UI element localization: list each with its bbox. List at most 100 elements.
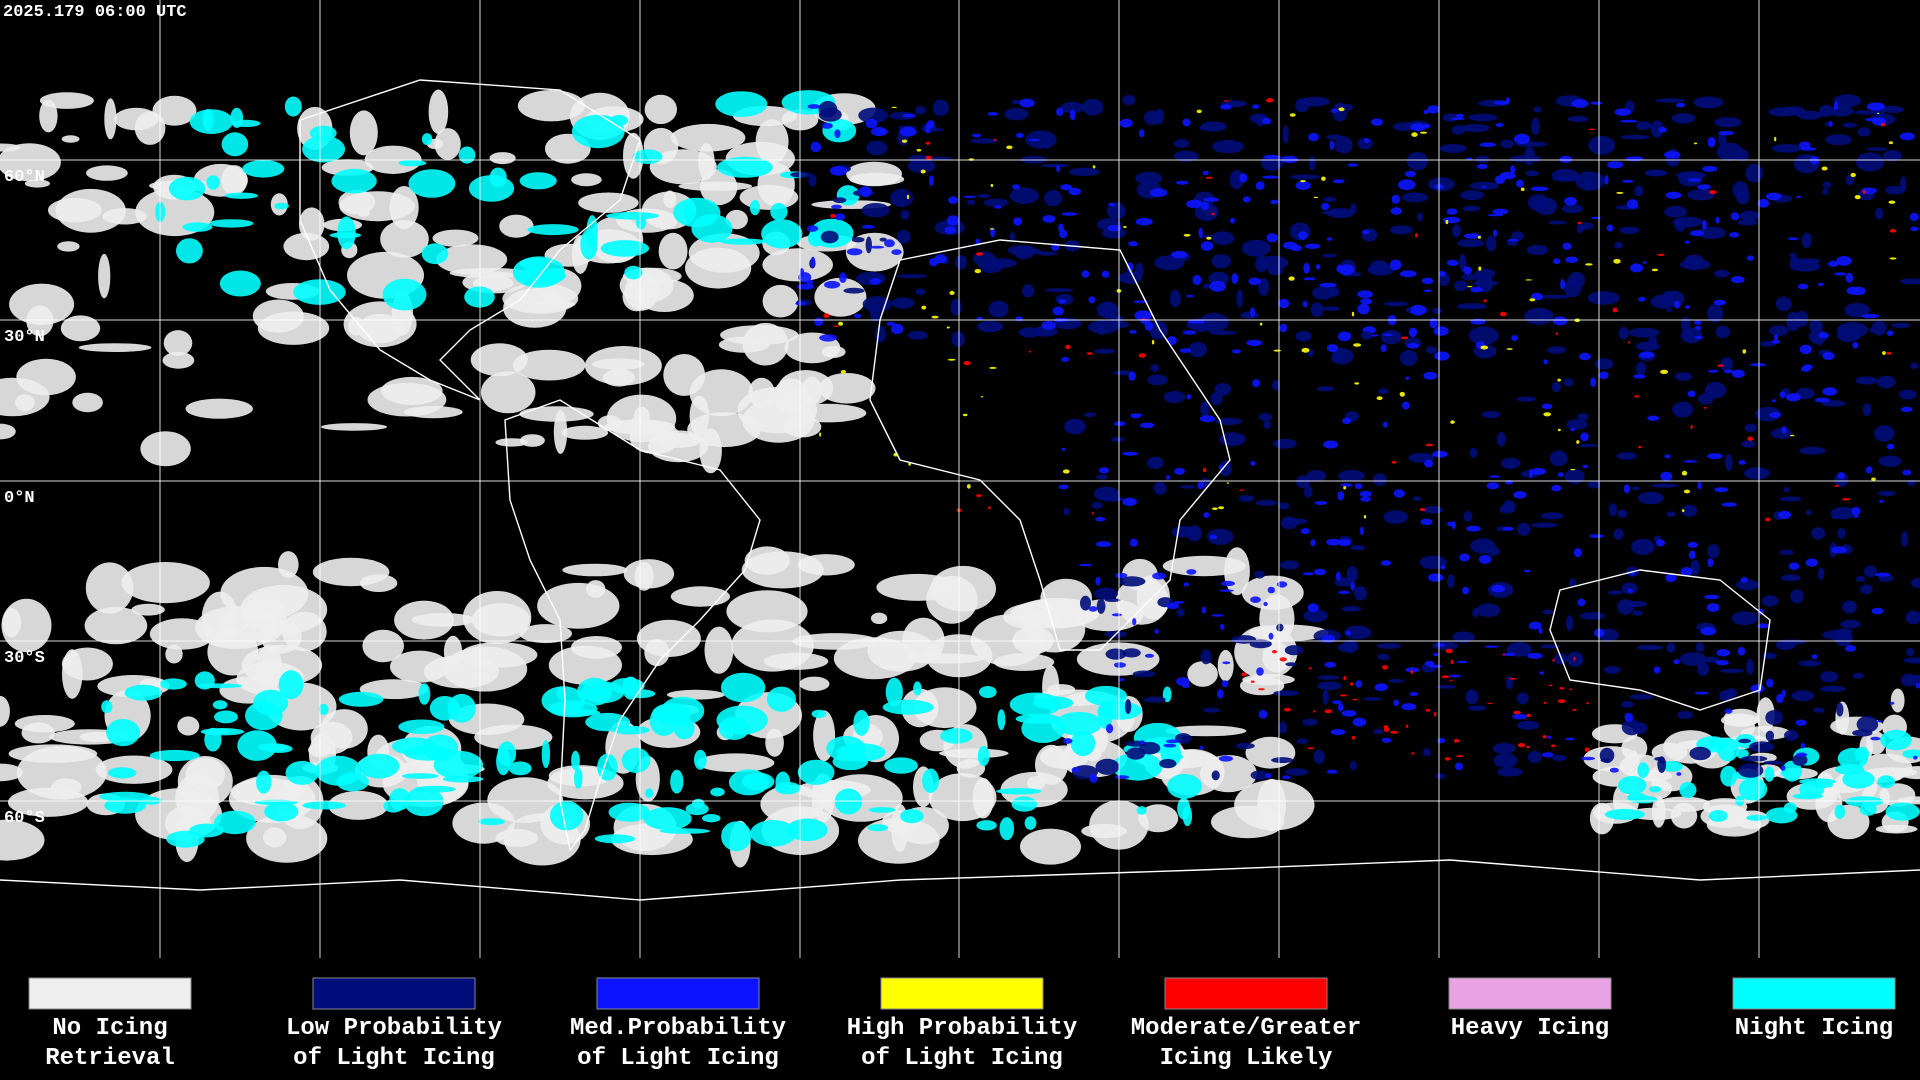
cloud-patch — [1723, 369, 1734, 374]
cloud-patch — [868, 807, 896, 813]
timestamp: 2025.179 06:00 UTC — [3, 3, 187, 22]
cloud-patch — [1332, 102, 1348, 122]
cloud-patch — [1689, 746, 1711, 761]
cloud-patch — [1166, 475, 1170, 480]
cloud-patch — [1303, 609, 1328, 623]
cloud-patch — [85, 562, 134, 614]
cloud-patch — [1363, 515, 1367, 519]
cloud-patch — [955, 255, 967, 270]
cloud-patch — [1115, 577, 1169, 625]
cloud-patch — [1069, 109, 1076, 121]
cloud-patch — [1856, 716, 1879, 733]
cloud-patch — [1600, 758, 1611, 763]
cloud-patch — [1307, 747, 1315, 750]
cloud-patch — [149, 749, 200, 762]
cloud-patch — [1837, 528, 1846, 539]
cloud-patch — [891, 249, 902, 256]
cloud-patch — [1741, 755, 1768, 762]
cloud-patch — [1614, 108, 1632, 116]
cloud-patch — [922, 768, 940, 793]
cloud-patch — [131, 603, 165, 616]
cloud-patch — [1853, 515, 1859, 518]
cloud-patch — [1322, 306, 1341, 311]
cloud-patch — [1697, 226, 1726, 239]
cloud-patch — [1313, 196, 1319, 199]
cloud-patch — [1317, 675, 1340, 680]
cloud-patch — [1494, 175, 1506, 184]
cloud-patch — [1360, 496, 1371, 502]
cloud-patch — [1313, 710, 1316, 713]
cloud-patch — [1028, 138, 1040, 142]
cloud-patch — [1373, 729, 1385, 734]
cloud-patch — [1246, 339, 1263, 347]
cloud-patch — [1376, 396, 1383, 401]
cloud-patch — [1451, 125, 1466, 135]
cloud-patch — [1569, 688, 1573, 690]
cloud-patch — [1344, 625, 1372, 640]
cloud-patch — [811, 709, 827, 719]
cloud-patch — [1560, 278, 1565, 290]
cloud-patch — [1341, 710, 1357, 717]
cloud-patch — [1900, 406, 1913, 412]
cloud-patch — [298, 207, 325, 241]
cloud-patch — [1276, 581, 1288, 588]
cloud-patch — [1278, 721, 1288, 734]
cloud-patch — [1352, 698, 1358, 701]
cloud-patch — [834, 129, 841, 139]
cloud-patch — [1185, 294, 1194, 298]
cloud-patch — [1329, 140, 1335, 150]
cloud-patch — [1308, 133, 1319, 142]
cloud-patch — [343, 301, 417, 348]
cloud-patch — [1186, 569, 1197, 575]
cloud-patch — [421, 133, 433, 146]
cloud-patch — [1557, 472, 1565, 477]
cloud-patch — [1061, 357, 1070, 362]
cloud-patch — [1594, 358, 1614, 370]
cloud-patch — [1015, 316, 1023, 322]
cloud-patch — [1290, 174, 1320, 180]
cloud-patch — [1061, 447, 1066, 451]
cloud-patch — [571, 173, 602, 187]
cloud-patch — [1479, 142, 1497, 147]
cloud-patch — [337, 216, 356, 250]
cloud-patch — [1885, 185, 1905, 195]
cloud-patch — [1322, 689, 1330, 705]
cloud-patch — [1415, 233, 1418, 238]
cloud-patch — [1188, 319, 1205, 324]
cloud-patch — [1714, 117, 1742, 128]
cloud-patch — [989, 228, 995, 230]
cloud-patch — [285, 760, 319, 785]
cloud-patch — [1411, 752, 1415, 755]
cloud-patch — [1084, 685, 1128, 706]
cloud-patch — [1151, 339, 1155, 345]
cloud-patch — [1434, 351, 1450, 361]
cloud-patch — [1154, 255, 1185, 271]
cloud-patch — [1577, 413, 1589, 421]
cloud-patch — [1091, 511, 1094, 515]
cloud-patch — [462, 591, 532, 645]
cloud-patch — [107, 767, 137, 779]
cloud-patch — [1217, 649, 1234, 682]
cloud-patch — [1036, 251, 1058, 256]
cloud-patch — [1147, 374, 1168, 386]
cloud-patch — [775, 771, 791, 793]
cloud-patch — [1609, 767, 1619, 773]
cloud-patch — [1012, 184, 1021, 190]
cloud-patch — [1854, 195, 1861, 200]
cloud-patch — [1071, 766, 1081, 773]
cloud-patch — [1542, 609, 1554, 615]
cloud-patch — [818, 107, 842, 122]
cloud-patch — [519, 624, 572, 644]
cloud-patch — [1173, 150, 1200, 162]
cloud-patch — [977, 320, 1004, 333]
cloud-patch — [1367, 264, 1395, 276]
cloud-patch — [1101, 301, 1114, 319]
cloud-patch — [742, 772, 775, 791]
cloud-patch — [1833, 94, 1862, 108]
cloud-patch — [1882, 351, 1886, 355]
cloud-patch — [1822, 181, 1832, 189]
cloud-patch — [1559, 155, 1573, 163]
cloud-patch — [1304, 243, 1321, 249]
cloud-patch — [1434, 711, 1437, 717]
legend-label: of Light Icing — [577, 1045, 779, 1072]
